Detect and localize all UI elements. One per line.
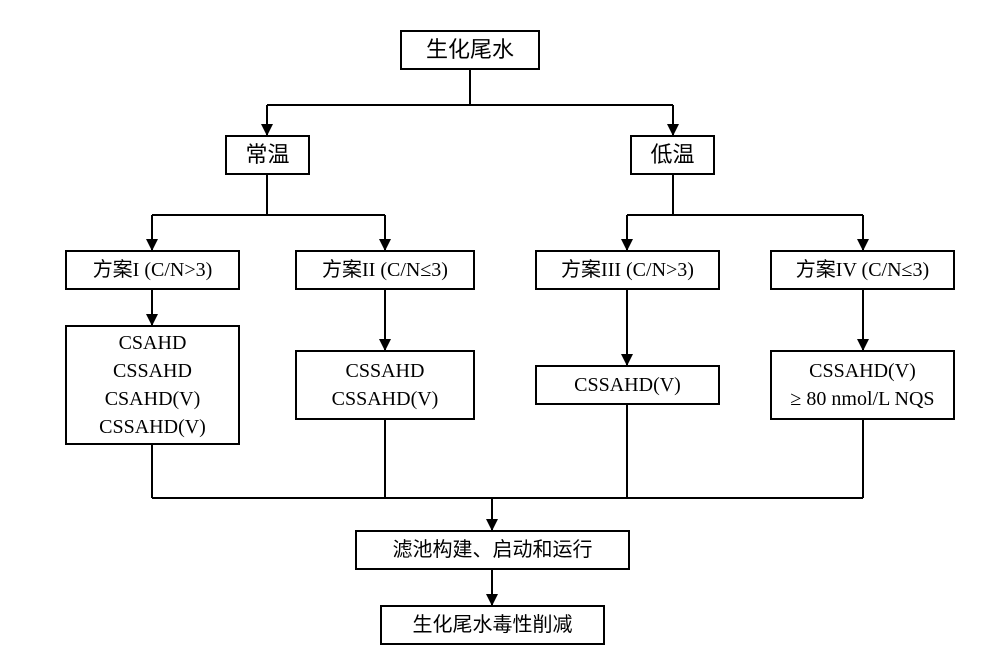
node-s2: CSSAHD CSSAHD(V) bbox=[295, 350, 475, 420]
node-root: 生化尾水 bbox=[400, 30, 540, 70]
node-s3: CSSAHD(V) bbox=[535, 365, 720, 405]
node-cold: 低温 bbox=[630, 135, 715, 175]
node-s4: CSSAHD(V) ≥ 80 nmol/L NQS bbox=[770, 350, 955, 420]
node-build: 滤池构建、启动和运行 bbox=[355, 530, 630, 570]
node-p4: 方案IV (C/N≤3) bbox=[770, 250, 955, 290]
node-p3: 方案III (C/N>3) bbox=[535, 250, 720, 290]
node-final: 生化尾水毒性削减 bbox=[380, 605, 605, 645]
node-warm: 常温 bbox=[225, 135, 310, 175]
node-s1: CSAHD CSSAHD CSAHD(V) CSSAHD(V) bbox=[65, 325, 240, 445]
node-p2: 方案II (C/N≤3) bbox=[295, 250, 475, 290]
node-p1: 方案I (C/N>3) bbox=[65, 250, 240, 290]
